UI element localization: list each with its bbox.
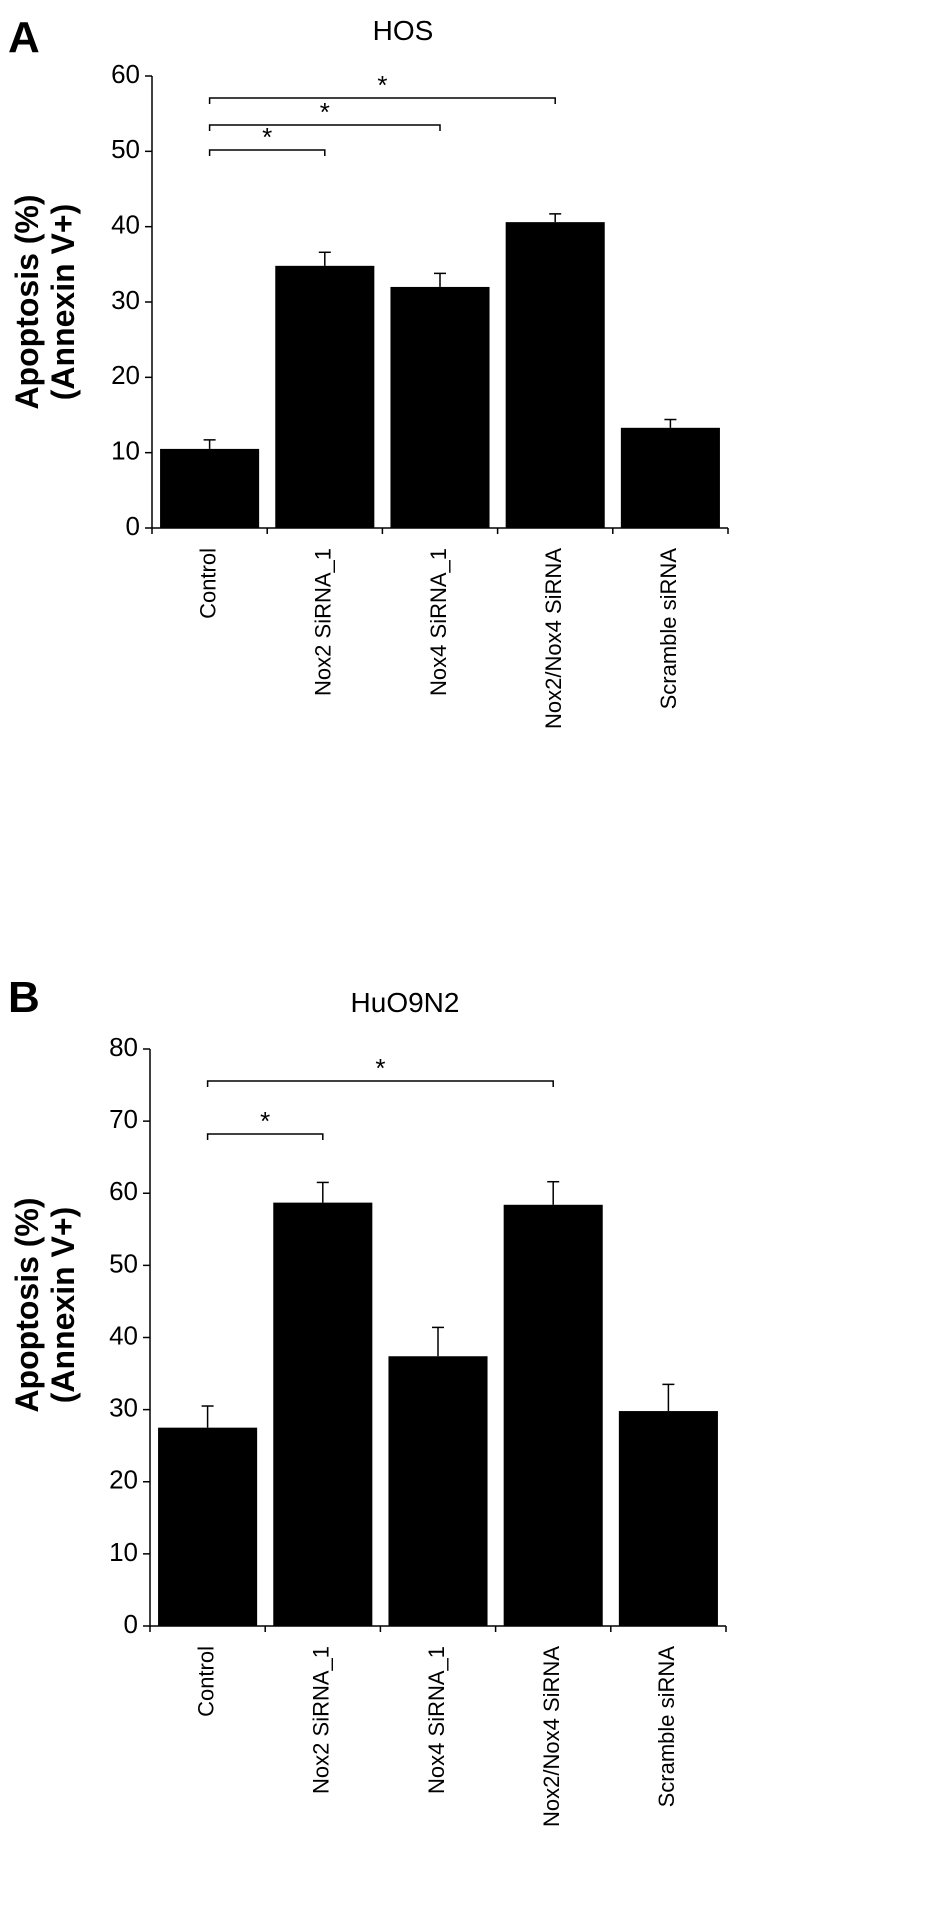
chart-title-b: HuO9N2: [351, 987, 460, 1018]
significance-label-b: *: [375, 1053, 385, 1083]
significance-label-a: *: [262, 122, 272, 152]
bar-b: [158, 1427, 258, 1626]
y-tick-label-a: 10: [111, 436, 140, 466]
y-label-line2-b: (Annexin V+): [45, 1207, 81, 1403]
y-tick-label-b: 20: [109, 1465, 138, 1495]
y-tick-label-a: 60: [111, 59, 140, 89]
y-tick-label-a: 50: [111, 134, 140, 164]
bar-a: [390, 286, 490, 528]
significance-bracket-a: [208, 124, 441, 131]
bar-a: [275, 265, 375, 528]
category-label-a: Nox2 SiRNA_1: [311, 548, 336, 696]
bar-a: [505, 222, 605, 528]
bar-a: [620, 427, 720, 528]
y-label-line1-a: Apoptosis (%): [9, 194, 45, 409]
y-label-line1-b: Apoptosis (%): [9, 1197, 45, 1412]
category-label-b: Nox2 SiRNA_1: [309, 1646, 334, 1794]
significance-bracket-a: [208, 149, 326, 156]
plot-area-a: 0 10 20 30 40 50 60 Control Nox2 SiRNA_1 Nox4 SiR…: [111, 59, 729, 729]
significance-bracket-a: [208, 97, 556, 104]
category-label-b: Nox4 SiRNA_1: [424, 1646, 449, 1794]
chart-b-svg: B HuO9N2 Apoptosis (%) (Annexin V+) 0 10 2…: [8, 973, 727, 1827]
y-tick-label-b: 80: [109, 1032, 138, 1062]
y-tick-label-a: 30: [111, 285, 140, 315]
significance-label-a: *: [320, 97, 330, 127]
chart-a-svg: A HOS Apoptosis (%) (Annexin V+) 0 10 20 30…: [8, 13, 729, 729]
significance-label-b: *: [260, 1106, 270, 1136]
y-tick-label-a: 20: [111, 360, 140, 390]
significance-bracket-b: [206, 1080, 554, 1087]
panel-letter-b: B: [8, 973, 40, 1022]
y-tick-label-a: 0: [126, 511, 140, 541]
y-tick-label-b: 40: [109, 1320, 138, 1350]
bar-b: [503, 1204, 603, 1626]
panel-a: A HOS Apoptosis (%) (Annexin V+) 0 10 20 30…: [8, 13, 729, 729]
bar-a: [160, 448, 260, 528]
category-label-b: Control: [193, 1646, 218, 1717]
y-label-line2-a: (Annexin V+): [45, 204, 81, 400]
bar-b: [273, 1202, 373, 1626]
y-tick-label-b: 30: [109, 1393, 138, 1423]
y-axis-label-a: Apoptosis (%) (Annexin V+): [9, 194, 81, 409]
bar-b: [388, 1356, 488, 1626]
category-label-a: Scramble siRNA: [656, 548, 681, 710]
category-label-b: Nox2/Nox4 SiRNA: [539, 1646, 564, 1827]
y-tick-label-b: 70: [109, 1104, 138, 1134]
y-tick-label-b: 0: [124, 1609, 138, 1639]
y-tick-label-b: 60: [109, 1176, 138, 1206]
chart-title-a: HOS: [373, 15, 434, 46]
category-label-a: Nox4 SiRNA_1: [426, 548, 451, 696]
category-label-b: Scramble siRNA: [654, 1646, 679, 1808]
category-label-a: Control: [195, 548, 220, 619]
significance-bracket-b: [206, 1133, 324, 1140]
panel-b: B HuO9N2 Apoptosis (%) (Annexin V+) 0 10 2…: [0, 960, 945, 1918]
category-label-a: Nox2/Nox4 SiRNA: [541, 548, 566, 729]
y-tick-label-a: 40: [111, 210, 140, 240]
y-tick-label-b: 50: [109, 1248, 138, 1278]
significance-label-a: *: [377, 70, 387, 100]
panel-letter-a: A: [8, 13, 40, 62]
plot-area-b: 0 10 20 30 40 50 60 70 80 Control Nox2 SiRNA_1 Nox4…: [109, 1032, 727, 1827]
bar-b: [618, 1411, 718, 1626]
y-tick-label-b: 10: [109, 1537, 138, 1567]
y-axis-label-b: Apoptosis (%) (Annexin V+): [9, 1197, 81, 1412]
